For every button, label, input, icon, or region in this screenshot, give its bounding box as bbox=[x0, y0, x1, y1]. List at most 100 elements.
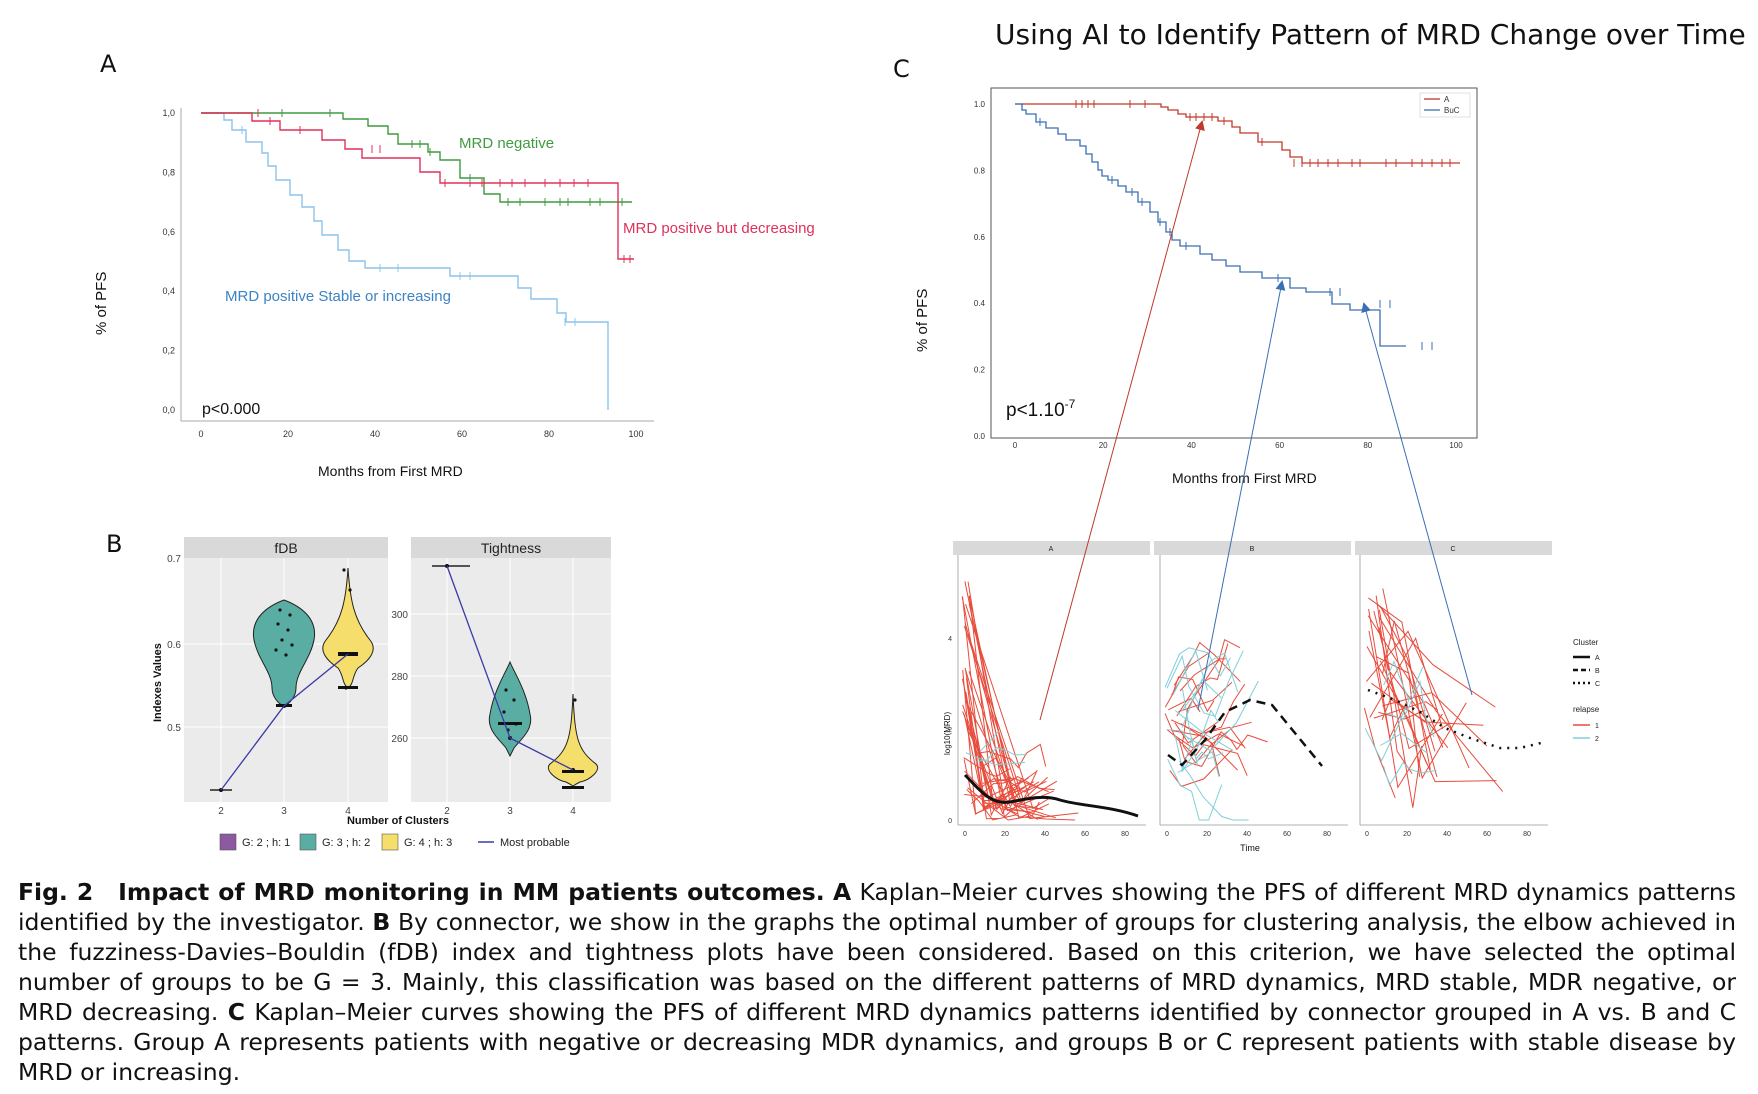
c-ytick-label: 0.0 bbox=[974, 432, 986, 441]
c-xtick-label: 100 bbox=[1449, 441, 1463, 450]
label-mrd-stable: MRD positive Stable or increasing bbox=[225, 288, 451, 305]
relapse-legend-title: relapse bbox=[1573, 705, 1600, 714]
trajectory-line bbox=[1368, 608, 1443, 789]
legend-label: G: 4 ; h: 3 bbox=[404, 837, 452, 849]
b-right-ytick: 280 bbox=[391, 672, 408, 683]
trajectory-line bbox=[1382, 761, 1437, 787]
caption-title: Impact of MRD monitoring in MM patients … bbox=[118, 878, 825, 906]
traj-ytick: 2 bbox=[948, 727, 952, 734]
b-left-ytick: 0.6 bbox=[167, 640, 181, 651]
trajectory-line bbox=[1174, 720, 1219, 744]
trajectory-line bbox=[1380, 732, 1428, 754]
b-right-xtick: 2 bbox=[444, 806, 450, 817]
traj-xtick: 60 bbox=[1081, 831, 1089, 838]
traj-xtick: 0 bbox=[963, 831, 967, 838]
traj-xtick: 20 bbox=[1403, 831, 1411, 838]
traj-xtick: 60 bbox=[1283, 831, 1291, 838]
trajectory-line bbox=[1363, 707, 1396, 799]
c-ytick-label: 0.8 bbox=[974, 166, 986, 175]
tightness-most-probable-line bbox=[446, 565, 574, 771]
facet-c-label: C bbox=[1450, 546, 1455, 553]
trajectory-line bbox=[1364, 666, 1424, 762]
trajectory-line bbox=[975, 746, 1028, 763]
trajectory-line bbox=[1174, 709, 1219, 772]
trajectory-line bbox=[1365, 630, 1470, 769]
trajectory-line bbox=[1173, 641, 1241, 686]
legend-label: G: 3 ; h: 2 bbox=[322, 837, 370, 849]
panel-a-ylabel: % of PFS bbox=[93, 272, 110, 335]
a-xtick-label: 40 bbox=[370, 429, 380, 439]
trajectory-line bbox=[962, 704, 1012, 811]
trajectory-line bbox=[966, 729, 1022, 808]
trajectory-line bbox=[1164, 647, 1231, 688]
panel-b-cluster-plots: fDB Tightness bbox=[152, 537, 611, 851]
trajectory-line bbox=[967, 787, 1040, 821]
a-ytick-label: 0,8 bbox=[162, 167, 175, 177]
panel-a-letter: A bbox=[100, 50, 117, 78]
b-right-xtick: 3 bbox=[507, 806, 513, 817]
panel-b-xlabel: Number of Clusters bbox=[347, 815, 449, 827]
trajectory-line bbox=[1176, 643, 1229, 717]
trajectory-line bbox=[1166, 650, 1244, 717]
trajectory-line bbox=[980, 730, 1000, 752]
trajectory-line bbox=[1369, 636, 1444, 730]
trajectory-line bbox=[977, 743, 1047, 769]
caption-b-letter: B bbox=[372, 908, 391, 936]
curve-mrd-decreasing bbox=[201, 112, 634, 260]
panel-c-km-plot: 1.0 0.8 0.6 0.4 0.2 0.0 0 20 40 60 80 100 A BuC p<… bbox=[914, 87, 1478, 486]
a-xtick-label: 80 bbox=[544, 429, 554, 439]
c-ytick-label: 0.6 bbox=[974, 233, 986, 242]
a-ytick-label: 1,0 bbox=[162, 108, 175, 118]
trajectory-line bbox=[1378, 609, 1423, 808]
traj-xtick: 80 bbox=[1523, 831, 1531, 838]
trajectory-line bbox=[1373, 701, 1439, 719]
traj-ytick: 0 bbox=[948, 818, 952, 825]
trajectory-line bbox=[1382, 588, 1467, 780]
c-xtick-label: 20 bbox=[1099, 441, 1108, 450]
trajectory-line bbox=[1164, 676, 1215, 713]
panel-c-ylabel: % of PFS bbox=[914, 289, 931, 352]
b-right-ytick: 260 bbox=[391, 734, 408, 745]
caption-b-text: By connector, we show in the graphs the … bbox=[18, 908, 1736, 1026]
trajectory-line bbox=[963, 757, 1010, 777]
trajectory-line bbox=[963, 714, 1035, 810]
tightness-violin-g3 bbox=[488, 660, 532, 758]
relapse-legend-1: 1 bbox=[1595, 723, 1599, 730]
a-xtick-label: 100 bbox=[628, 429, 643, 439]
panel-a-xlabel: Months from First MRD bbox=[318, 463, 463, 479]
b-right-xtick: 4 bbox=[570, 806, 576, 817]
curve-group-a bbox=[1015, 103, 1460, 164]
b-left-ytick: 0.7 bbox=[167, 554, 181, 565]
trajectory-line bbox=[1384, 679, 1435, 738]
connector-arrow-c bbox=[1361, 302, 1473, 696]
c-ytick-label: 1.0 bbox=[974, 100, 986, 109]
c-ytick-label: 0.2 bbox=[974, 366, 986, 375]
trajectory-line bbox=[1376, 602, 1496, 708]
facet-b-label: B bbox=[1250, 546, 1255, 553]
connector-arrow-a bbox=[1039, 120, 1205, 721]
traj-xtick: 0 bbox=[1365, 831, 1369, 838]
cluster-c-mean-curve bbox=[1367, 688, 1546, 750]
caption-fig-number: Fig. 2 bbox=[18, 878, 94, 906]
trajectory-line bbox=[965, 752, 1026, 766]
legend-swatch bbox=[381, 833, 399, 851]
facet-tightness-label: Tightness bbox=[481, 540, 541, 556]
panel-c-title: Using AI to Identify Pattern of MRD Chan… bbox=[995, 18, 1746, 51]
cluster-b-mean-curve bbox=[1167, 698, 1323, 767]
caption-c-letter: C bbox=[227, 998, 245, 1026]
trajectory-line bbox=[967, 581, 1045, 817]
curve-mrd-negative bbox=[201, 112, 632, 203]
figure-caption: Fig. 2 Impact of MRD monitoring in MM pa… bbox=[18, 877, 1736, 1087]
figure-canvas: 1,00,80,60,40,20,0 0 20 40 60 80 100 MRD nega… bbox=[93, 87, 1600, 853]
panel-a-pvalue: p<0.000 bbox=[202, 401, 260, 418]
fdb-most-probable-line bbox=[220, 653, 349, 791]
c-xtick-label: 80 bbox=[1363, 441, 1372, 450]
traj-xtick: 40 bbox=[1041, 831, 1049, 838]
trajectory-line bbox=[1179, 658, 1226, 692]
trajectory-line bbox=[1371, 682, 1484, 726]
curve-mrd-stable bbox=[201, 112, 609, 410]
trajectory-line bbox=[1181, 652, 1239, 712]
a-xtick-label: 20 bbox=[283, 429, 293, 439]
traj-xtick: 40 bbox=[1443, 831, 1451, 838]
